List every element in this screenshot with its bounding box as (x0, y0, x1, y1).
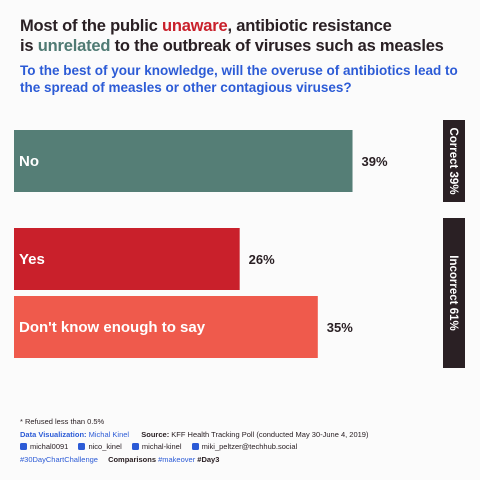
hashtag-30daychartchallenge[interactable]: #30DayChartChallenge (20, 454, 98, 464)
bar-no (14, 130, 353, 192)
bar-don-t-know-enough-to-say (14, 296, 318, 358)
viz-author[interactable]: Michal Kinel (88, 429, 130, 439)
bar-value-yes: 26% (249, 252, 275, 267)
title-part3: is (20, 37, 38, 55)
bar-label-yes: Yes (19, 251, 45, 268)
bar-value-don-t-know-enough-to-say: 35% (327, 320, 353, 335)
social-handle-linkedin[interactable]: michal-kinel (141, 442, 182, 451)
source-text: KFF Health Tracking Poll (conducted May … (171, 429, 369, 439)
title-highlight-unaware: unaware (161, 17, 228, 35)
bar-value-no: 39% (362, 154, 388, 169)
hashtag-day3: #Day3 (197, 454, 220, 464)
hashtags-row: #30DayChartChallenge Comparisons #makeov… (20, 454, 470, 467)
group-panel-correct (443, 120, 465, 202)
footer: * Refused less than 0.5% Data Visualizat… (20, 416, 470, 466)
social-handle-reddit[interactable]: michal0091 (30, 442, 69, 451)
hashtag-makeover[interactable]: #makeover (158, 454, 196, 464)
title-highlight-unrelated: unrelated (37, 37, 111, 55)
group-label-incorrect: Incorrect 61% (447, 255, 459, 330)
title-part2: , antibiotic resistance (227, 17, 392, 35)
chart-title: Most of the public unaware, antibiotic r… (20, 16, 470, 56)
bar-label-don-t-know-enough-to-say: Don't know enough to say (19, 319, 206, 336)
title-part4: to the outbreak of viruses such as measl… (110, 37, 444, 55)
bar-label-no: No (19, 153, 39, 170)
group-panel-incorrect (443, 218, 465, 368)
bar-yes (14, 228, 240, 290)
credits-row: Data Visualization: Michal Kinel Source:… (20, 429, 470, 442)
viz-label: Data Visualization: (20, 429, 87, 439)
footnote: * Refused less than 0.5% (20, 417, 105, 426)
social-handle-twitter[interactable]: nico_kinel (88, 442, 122, 451)
chart-subtitle-question: To the best of your knowledge, will the … (20, 63, 458, 95)
twitter-icon (78, 443, 86, 450)
source-label: Source: (141, 429, 170, 439)
reddit-icon (20, 443, 27, 450)
social-handle-mastodon[interactable]: miki_peltzer@techhub.social (201, 442, 298, 451)
socials-row: michal0091 nico_kinel michal-kinel miki_… (20, 441, 470, 454)
bar-chart: No 39% Yes 26% Don't know enough to say 35% Co… (14, 120, 465, 368)
title-part1: Most of the public (20, 17, 162, 35)
mastodon-icon (191, 443, 199, 450)
hashtag-comparisons: Comparisons (108, 454, 156, 464)
group-label-correct: Correct 39% (447, 127, 459, 194)
linkedin-icon (131, 443, 139, 450)
